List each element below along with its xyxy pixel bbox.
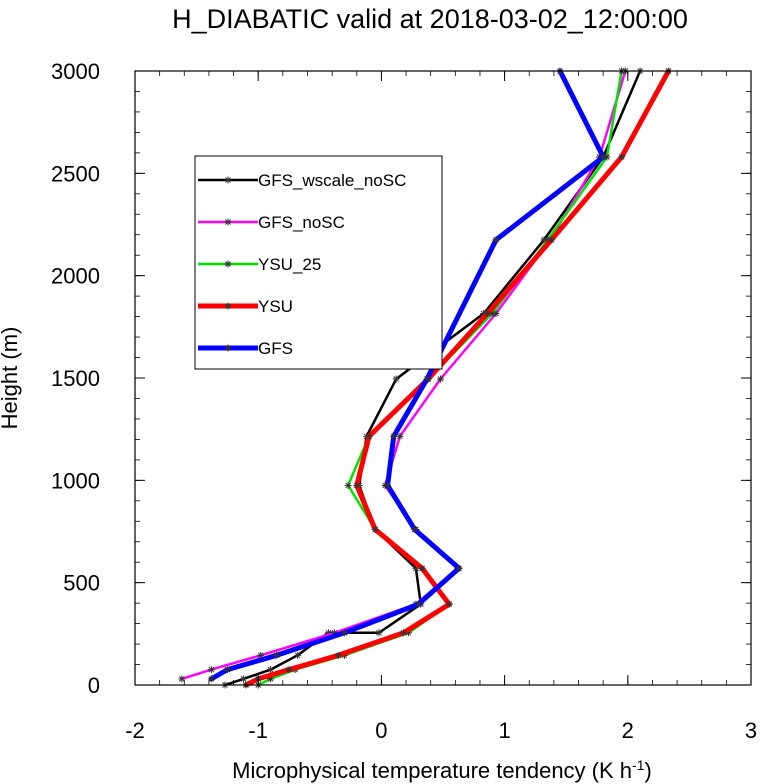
legend-marker — [224, 176, 232, 184]
x-axis-label-main: Microphysical temperature tendency (K h — [232, 758, 632, 783]
legend: GFS_wscale_noSC GFS_noSC YSU_25 YSU GFS — [194, 155, 443, 370]
x-tick-label: -2 — [125, 718, 145, 743]
y-tick-label: 1000 — [51, 468, 100, 493]
series-marker — [324, 629, 332, 637]
x-tick-label: 3 — [745, 718, 757, 743]
series-marker — [239, 675, 247, 683]
series-marker — [334, 651, 342, 659]
legend-label: YSU_25 — [258, 255, 321, 274]
legend-marker — [224, 302, 232, 310]
series-marker — [400, 629, 408, 637]
x-axis-label: Microphysical temperature tendency (K h-… — [232, 757, 652, 783]
series-marker — [340, 629, 348, 637]
series-marker — [618, 153, 626, 161]
series-marker — [540, 236, 548, 244]
series-marker — [418, 564, 426, 572]
legend-item-ysu-25: YSU_25 — [198, 255, 321, 274]
series-marker — [437, 375, 445, 383]
series-marker — [411, 525, 419, 533]
series-marker — [480, 310, 488, 318]
series-marker — [371, 525, 379, 533]
legend-items: GFS_wscale_noSC GFS_noSC YSU_25 YSU GFS — [198, 171, 406, 358]
series-marker — [331, 629, 339, 637]
x-axis-label-exponent: -1 — [632, 757, 645, 773]
legend-label: GFS_wscale_noSC — [258, 171, 406, 190]
legend-item-gfs: GFS — [198, 339, 293, 358]
y-tick-label: 1500 — [51, 366, 100, 391]
legend-item-gfs-nosc: GFS_noSC — [198, 213, 345, 232]
series-marker — [257, 651, 265, 659]
series-marker — [423, 375, 431, 383]
series-marker — [344, 481, 352, 489]
series-marker — [365, 432, 373, 440]
x-tick-label: 1 — [498, 718, 510, 743]
x-tick-label: -1 — [248, 718, 268, 743]
series-marker — [412, 564, 420, 572]
legend-marker — [224, 218, 232, 226]
y-tick-label: 3000 — [51, 59, 100, 84]
series-marker — [273, 651, 281, 659]
y-tick-label: 2500 — [51, 161, 100, 186]
axis-ticks: -2 -1 0 1 2 3 0 500 1000 1500 2000 2500 3000 — [51, 59, 757, 743]
chart-title: H_DIABATIC valid at 2018-03-02_12:00:00 — [172, 4, 688, 34]
y-tick-label: 0 — [88, 673, 100, 698]
legend-marker — [224, 260, 232, 268]
series-marker — [384, 481, 392, 489]
series-marker — [414, 600, 422, 608]
legend-label: GFS — [258, 339, 293, 358]
series-marker — [207, 666, 215, 674]
x-tick-label: 2 — [622, 718, 634, 743]
series-marker — [375, 629, 383, 637]
legend-label: YSU — [258, 297, 293, 316]
series-marker — [483, 310, 491, 318]
series-marker — [223, 666, 231, 674]
legend-label: GFS_noSC — [258, 213, 345, 232]
series-marker — [488, 310, 496, 318]
series-marker — [285, 666, 293, 674]
x-tick-label: 0 — [375, 718, 387, 743]
series-marker — [267, 675, 275, 683]
series-marker — [405, 629, 413, 637]
series-marker — [392, 375, 400, 383]
series-marker — [544, 236, 552, 244]
series-marker — [547, 236, 555, 244]
series-marker — [603, 153, 611, 161]
series-marker — [267, 666, 275, 674]
plot-area — [178, 67, 672, 689]
legend-item-gfs-wscale-nosc: GFS_wscale_noSC — [198, 171, 406, 190]
series-marker — [207, 675, 215, 683]
series-marker — [599, 153, 607, 161]
y-axis-label: Height (m) — [0, 327, 22, 430]
legend-box — [194, 155, 443, 370]
y-tick-label: 2000 — [51, 264, 100, 289]
series-marker — [390, 432, 398, 440]
series-marker — [445, 600, 453, 608]
series-marker — [353, 481, 361, 489]
series-marker — [396, 432, 404, 440]
series-marker — [294, 651, 302, 659]
series-marker — [492, 236, 500, 244]
series-marker — [178, 675, 186, 683]
series-marker — [455, 564, 463, 572]
series-gfs — [207, 67, 607, 683]
series-marker — [492, 310, 500, 318]
x-axis-label-close: ) — [644, 758, 651, 783]
y-tick-label: 500 — [63, 571, 100, 596]
legend-item-ysu: YSU — [198, 297, 293, 316]
legend-marker — [224, 344, 232, 352]
